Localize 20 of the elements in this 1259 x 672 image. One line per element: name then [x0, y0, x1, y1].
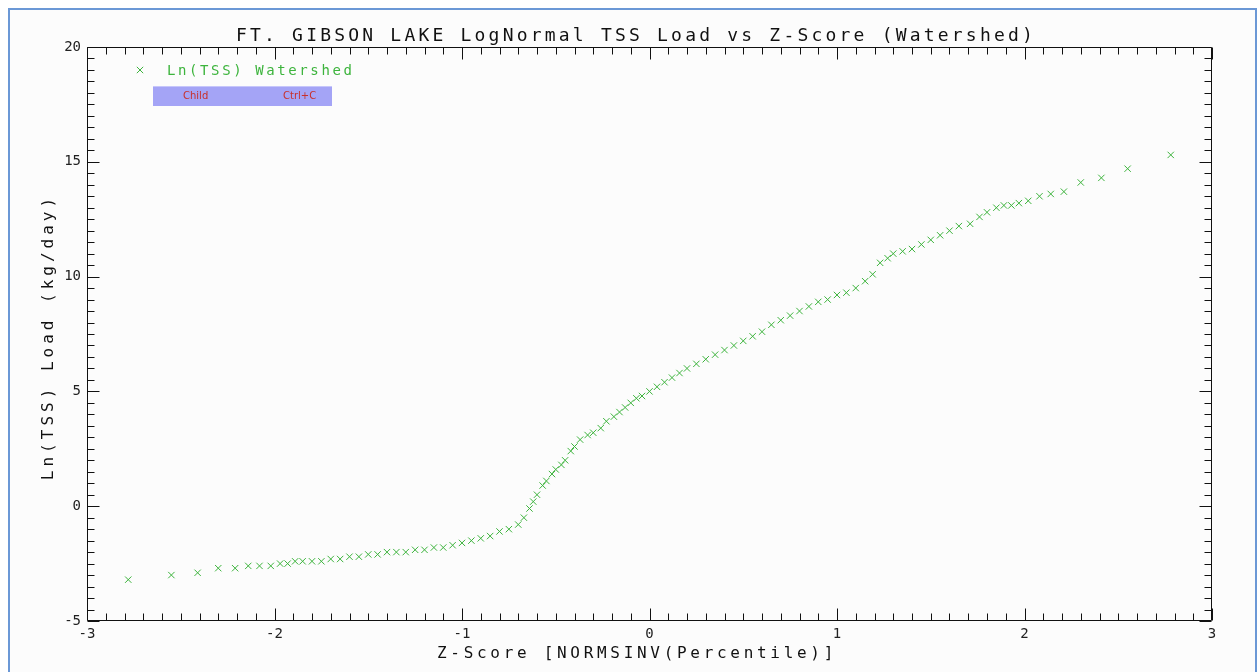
x-axis-title: Z-Score [NORMSINV(Percentile)]: [437, 643, 837, 662]
x-tick-label: 3: [1207, 625, 1217, 642]
x-tick-label: 2: [1020, 625, 1029, 642]
x-tick-label: -1: [453, 625, 471, 642]
annotation: Ctrl+C: [283, 90, 317, 101]
y-tick-label: -5: [64, 611, 81, 628]
x-tick-label: -3: [78, 625, 96, 642]
y-tick-label: 20: [64, 37, 81, 54]
x-tick-label: 1: [832, 625, 842, 642]
y-tick-label: 5: [72, 382, 81, 399]
x-tick-label: 0: [645, 625, 654, 642]
y-tick-label: 10: [64, 267, 81, 284]
y-tick-label: 15: [64, 152, 81, 169]
y-axis-title: Ln(TSS) Load (kg/day): [38, 193, 57, 481]
legend-label: Ln(TSS) Watershed: [167, 61, 355, 78]
context-menu: Child Ctrl+C: [153, 86, 332, 106]
chart-title: FT. GIBSON LAKE LogNormal TSS Load vs Z-Score (Watershed): [235, 24, 1037, 45]
y-tick-label: 0: [72, 496, 81, 513]
annotation: Child: [183, 90, 209, 101]
x-tick-label: -2: [266, 625, 283, 642]
